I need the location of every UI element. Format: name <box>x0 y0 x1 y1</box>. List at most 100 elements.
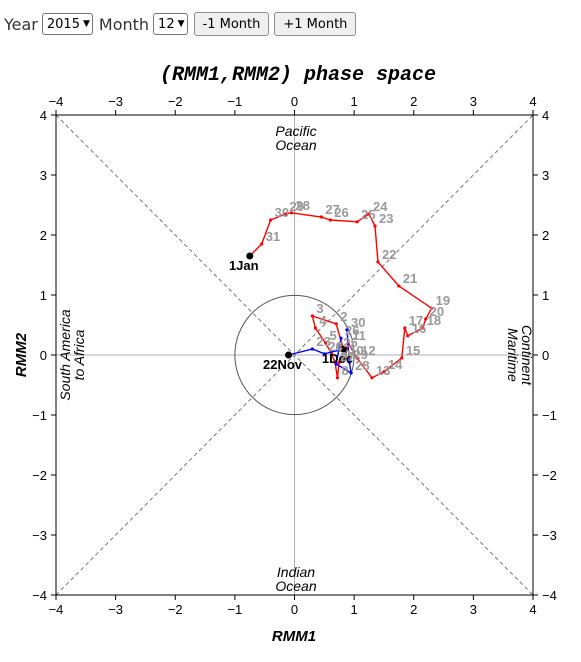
x-tick-label-top: 2 <box>410 94 417 109</box>
data-point <box>343 356 347 360</box>
y-tick-label-left: −4 <box>32 588 47 603</box>
data-point <box>406 334 410 338</box>
data-point <box>421 326 425 330</box>
date-controls: Year 2015 ▼ Month 12 ▼ -1 Month +1 Month <box>4 11 361 37</box>
y-tick-label-right: −2 <box>542 468 557 483</box>
day-label: 11 <box>352 328 366 343</box>
start-marker <box>285 351 293 359</box>
region-labels: Pacific Ocean Indian Ocean South America… <box>57 123 535 594</box>
x-tick-label-bottom: 3 <box>470 602 477 617</box>
day-label: 19 <box>436 293 450 308</box>
data-point <box>397 284 401 288</box>
year-value: 2015 <box>46 16 80 32</box>
data-point <box>319 215 323 219</box>
day-label: 9 <box>343 347 350 362</box>
day-label: 21 <box>403 271 417 286</box>
day-label: 24 <box>373 199 388 214</box>
region-label-indian-1: Indian <box>277 564 315 580</box>
day-label: 1Dec <box>322 351 353 366</box>
day-label: 7 <box>339 347 346 362</box>
day-label: 25 <box>343 335 357 350</box>
day-label: 29 <box>353 347 367 362</box>
day-label: 23 <box>379 211 393 226</box>
year-select[interactable]: 2015 ▼ <box>41 13 93 35</box>
day-label: 18 <box>427 313 441 328</box>
day-label: 26 <box>334 205 348 220</box>
day-label: 12 <box>361 343 375 358</box>
day-label: 15 <box>406 343 420 358</box>
x-tick-label-top: −3 <box>108 94 123 109</box>
x-tick-label-top: −2 <box>168 94 183 109</box>
day-label: 6 <box>335 339 342 354</box>
x-axis-title: RMM1 <box>272 628 316 645</box>
data-point <box>345 328 349 332</box>
day-label: 28 <box>296 198 310 213</box>
day-label: 1Jan <box>229 258 259 273</box>
day-label: 20 <box>430 304 444 319</box>
x-tick-label-bottom: −4 <box>49 602 64 617</box>
data-point <box>400 356 404 360</box>
data-point <box>313 326 317 330</box>
unit-circle <box>234 294 355 416</box>
y-tick-label-right: −4 <box>542 588 557 603</box>
day-label: 13 <box>376 363 390 378</box>
x-tick-label-bottom: −2 <box>168 602 183 617</box>
data-point <box>339 336 343 340</box>
data-point <box>329 352 334 356</box>
x-tick-label-bottom: −1 <box>227 602 242 617</box>
data-point <box>310 314 314 318</box>
x-tick-label-bottom: −3 <box>108 602 123 617</box>
y-tick-label-right: −3 <box>542 528 557 543</box>
data-point <box>376 260 380 264</box>
day-label: 27 <box>325 202 339 217</box>
data-point <box>334 322 338 326</box>
y-tick-label-right: 0 <box>542 348 549 363</box>
data-point <box>310 347 314 351</box>
region-label-pacific-1: Pacific <box>275 123 316 139</box>
data-point <box>283 212 288 216</box>
x-tick-label-top: −1 <box>227 94 242 109</box>
data-point <box>355 220 359 224</box>
y-axis-title: RMM2 <box>13 332 30 377</box>
month-select[interactable]: 12 ▼ <box>153 13 188 35</box>
x-tick-label-bottom: 2 <box>410 602 417 617</box>
day-label: 25 <box>361 207 375 222</box>
data-point <box>322 352 326 356</box>
x-tick-label-top: 4 <box>529 94 536 109</box>
chevron-down-icon: ▼ <box>82 19 90 29</box>
next-month-button[interactable]: +1 Month <box>274 12 357 36</box>
region-label-continent: Continent <box>519 325 535 386</box>
data-point <box>373 224 377 228</box>
x-tick-label-bottom: 0 <box>291 602 298 617</box>
y-tick-label-right: 1 <box>542 288 549 303</box>
y-tick-label-right: 2 <box>542 228 549 243</box>
day-label: 24 <box>328 339 343 354</box>
x-tick-label-bottom: 4 <box>529 602 536 617</box>
month-value: 12 <box>158 16 175 32</box>
region-label-maritime: Maritime <box>505 328 521 382</box>
day-label: 10 <box>349 343 363 358</box>
data-point <box>367 212 371 216</box>
y-tick-label-left: 3 <box>40 168 47 183</box>
x-tick-label-top: 1 <box>351 94 358 109</box>
day-label: 29 <box>290 199 304 214</box>
x-tick-label-top: 0 <box>291 94 298 109</box>
day-label: 23 <box>316 334 330 349</box>
data-point <box>269 218 273 222</box>
data-point <box>347 360 351 364</box>
x-tick-label-top: 3 <box>470 94 477 109</box>
day-label: 31 <box>266 229 280 244</box>
previous-month-button[interactable]: -1 Month <box>193 12 270 36</box>
y-tick-label-right: 3 <box>542 168 549 183</box>
data-point <box>260 242 264 246</box>
month-label: Month <box>98 14 150 34</box>
day-label: 14 <box>388 357 403 372</box>
data-point <box>355 356 359 360</box>
year-label: Year <box>4 14 38 34</box>
y-tick-label-right: 4 <box>542 108 549 123</box>
day-label: 28 <box>355 358 369 373</box>
region-label-to-africa: to Africa <box>71 329 87 380</box>
guide-lines <box>55 114 534 596</box>
